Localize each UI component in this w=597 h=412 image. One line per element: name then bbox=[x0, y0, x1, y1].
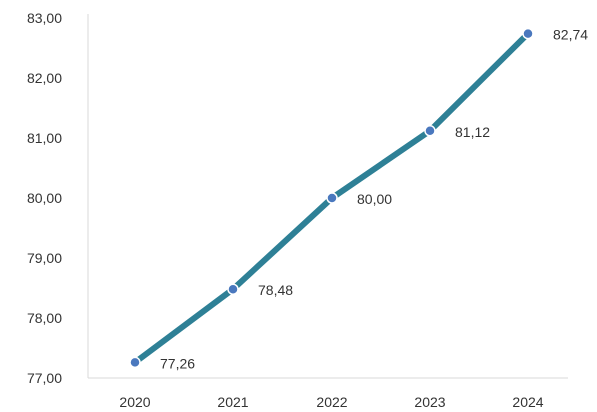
y-tick-label: 80,00 bbox=[27, 190, 62, 206]
data-point bbox=[326, 192, 338, 204]
axes: 77,00 78,00 79,00 80,00 81,00 82,00 83,00 2020 2… bbox=[27, 10, 568, 410]
data-label: 77,26 bbox=[160, 355, 195, 371]
data-points bbox=[129, 27, 534, 369]
x-tick-label: 2023 bbox=[414, 394, 445, 410]
data-point bbox=[227, 283, 239, 295]
data-labels: 77,26 78,48 80,00 81,12 82,74 bbox=[160, 27, 588, 372]
y-tick-label: 81,00 bbox=[27, 130, 62, 146]
y-tick-label: 82,00 bbox=[27, 70, 62, 86]
data-point bbox=[129, 356, 141, 369]
y-tick-label: 78,00 bbox=[27, 310, 62, 326]
x-tick-label: 2022 bbox=[316, 394, 347, 410]
y-tick-label: 77,00 bbox=[27, 370, 62, 386]
y-tick-label: 79,00 bbox=[27, 250, 62, 266]
data-point bbox=[424, 125, 436, 137]
data-label: 80,00 bbox=[357, 191, 392, 207]
data-label: 78,48 bbox=[258, 282, 293, 298]
data-label: 81,12 bbox=[455, 124, 490, 140]
x-tick-label: 2021 bbox=[217, 394, 248, 410]
data-point bbox=[522, 27, 534, 40]
data-label: 82,74 bbox=[553, 27, 588, 43]
y-tick-label: 83,00 bbox=[27, 10, 62, 26]
x-tick-label: 2024 bbox=[512, 394, 543, 410]
x-tick-label: 2020 bbox=[119, 394, 150, 410]
